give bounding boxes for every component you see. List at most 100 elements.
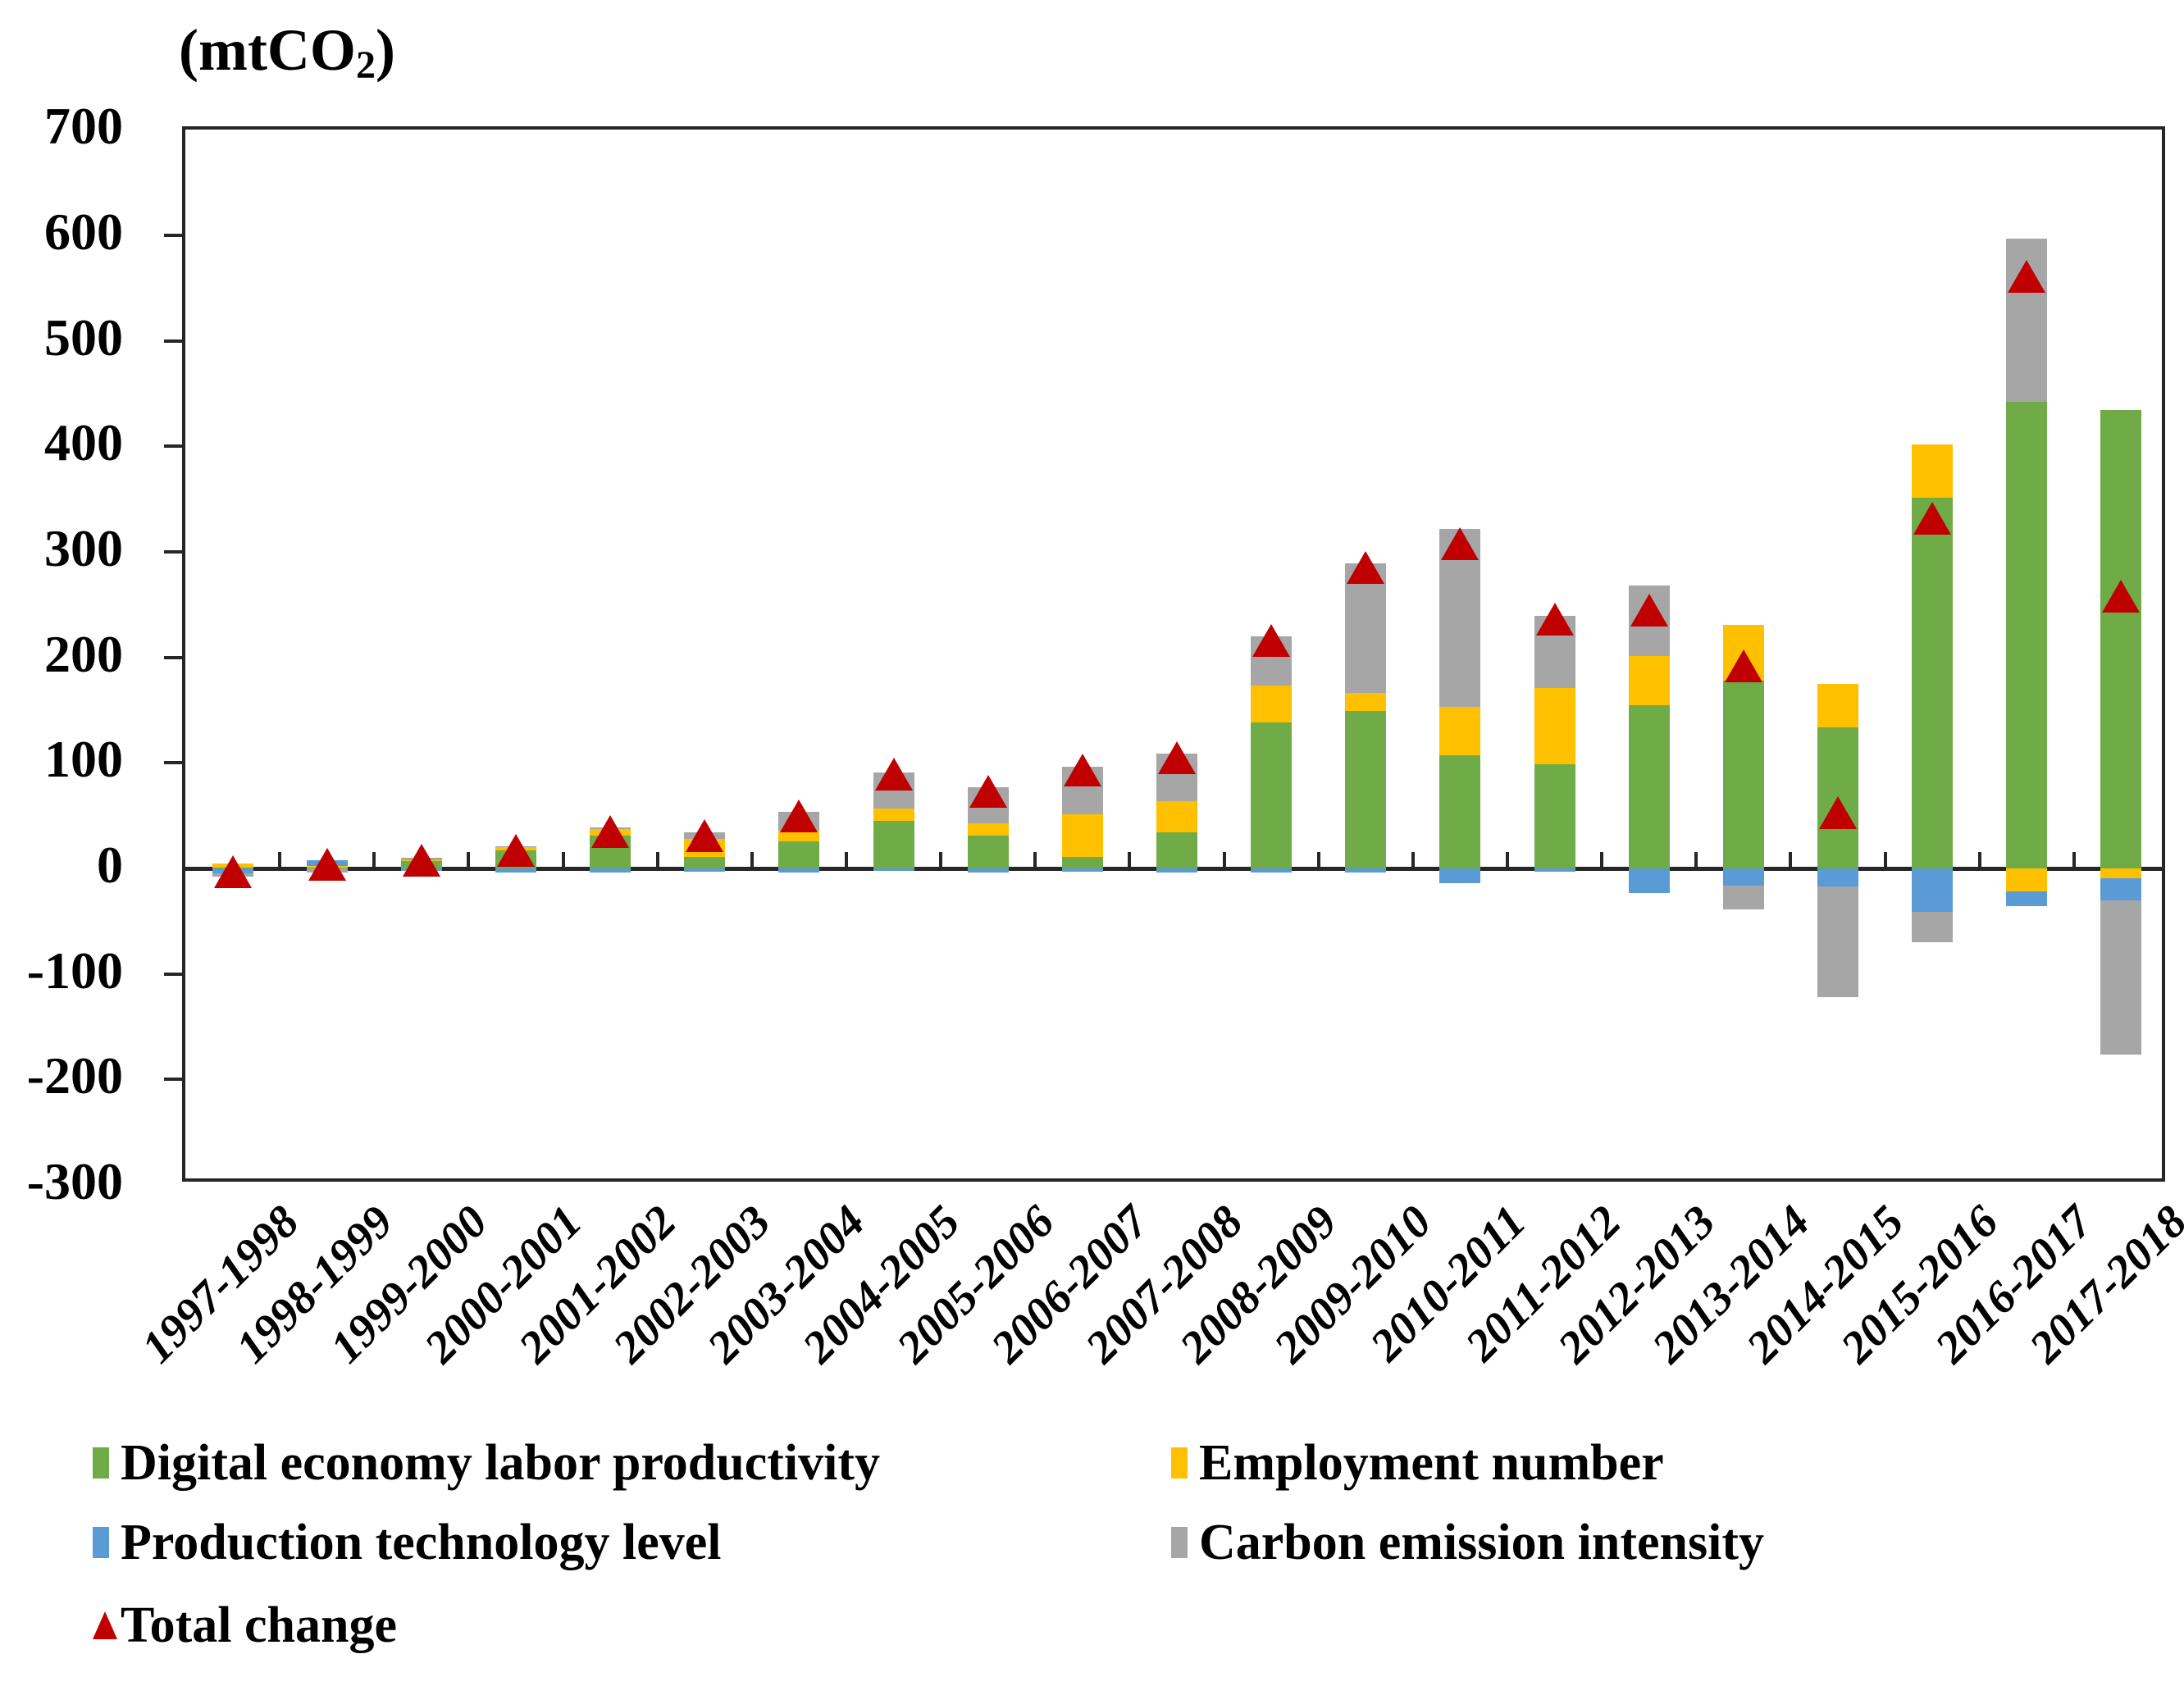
bar-segment-yellow	[1912, 444, 1954, 499]
y-axis-tick	[164, 761, 182, 765]
total-change-marker	[1063, 754, 1101, 787]
legend-swatch-2	[1171, 1447, 1188, 1479]
x-axis-tick	[750, 852, 754, 868]
bar-segment-blue	[2100, 877, 2142, 900]
legend-label-2: Employment number	[1199, 1435, 1664, 1491]
y-axis-tick	[164, 339, 182, 343]
total-change-marker	[686, 819, 724, 853]
bar-segment-blue	[1628, 868, 1670, 893]
bar-segment-yellow	[1534, 687, 1575, 764]
x-axis-tick	[1789, 852, 1793, 868]
bar-segment-blue	[1345, 868, 1387, 873]
total-change-marker	[2102, 579, 2141, 613]
x-axis-tick	[1033, 852, 1037, 868]
unit-title-subscript: 2	[355, 43, 376, 87]
bar-segment-blue	[1817, 868, 1858, 886]
y-axis-tick	[164, 444, 182, 449]
total-change-marker	[969, 775, 1007, 809]
bar-segment-blue	[2006, 891, 2048, 907]
total-change-marker	[1913, 501, 1952, 535]
bar-segment-blue	[1061, 868, 1103, 872]
total-change-marker	[1158, 740, 1196, 774]
y-axis-label: -100	[26, 941, 123, 1000]
bar-segment-green	[1156, 832, 1197, 868]
y-axis-label: 600	[44, 202, 123, 261]
y-axis-label: 500	[44, 308, 123, 367]
bar-segment-yellow	[1251, 686, 1293, 723]
x-axis-tick	[1600, 852, 1604, 868]
bar-segment-gray	[1345, 563, 1387, 694]
legend-label-3: Production technology level	[121, 1515, 722, 1570]
bar-segment-blue	[1534, 868, 1575, 872]
total-change-marker	[591, 814, 630, 848]
bar-segment-green	[1722, 680, 1764, 868]
legend-label-5: Total change	[121, 1597, 398, 1653]
bar-segment-yellow	[2006, 868, 2048, 892]
bar-segment-green	[778, 841, 820, 868]
bar-segment-blue	[1912, 868, 1954, 912]
bar-segment-blue	[967, 868, 1009, 873]
bar-segment-blue	[1722, 868, 1764, 886]
y-axis-label: 700	[44, 97, 123, 156]
x-axis-tick	[1128, 852, 1132, 868]
y-axis-label: -200	[26, 1046, 123, 1105]
legend-marker-triangle	[93, 1611, 117, 1639]
total-change-marker	[402, 843, 440, 877]
bar-segment-gray	[1912, 911, 1954, 943]
y-axis-unit-title: (mtCO2)	[179, 16, 395, 87]
bar-segment-yellow	[967, 822, 1009, 836]
y-axis-label: 400	[44, 413, 123, 472]
x-axis-tick	[1506, 852, 1509, 868]
bar-segment-yellow	[1345, 693, 1387, 712]
bar-segment-blue	[495, 868, 536, 873]
total-change-marker	[1441, 526, 1480, 560]
x-axis-tick	[372, 852, 376, 868]
bar-segment-green	[2100, 410, 2142, 868]
x-axis-tick	[561, 852, 565, 868]
bar-segment-green	[1912, 498, 1954, 868]
x-axis-tick	[1411, 852, 1415, 868]
bar-segment-gray	[2100, 900, 2142, 1055]
legend-label-1: Digital economy labor productivity	[121, 1435, 880, 1491]
x-axis-tick	[1316, 852, 1320, 868]
x-axis-tick	[939, 852, 943, 868]
y-axis-tick	[164, 972, 182, 976]
y-axis-tick	[164, 655, 182, 659]
unit-title-close: )	[375, 17, 395, 83]
x-axis-tick	[845, 852, 848, 868]
x-axis-tick	[467, 852, 471, 868]
y-axis-label: 300	[44, 518, 123, 577]
bar-segment-green	[1061, 856, 1103, 868]
bar-segment-gray	[1722, 885, 1764, 910]
legend-swatch-3	[93, 1527, 109, 1558]
bar-segment-green	[1439, 755, 1481, 868]
bar-segment-yellow	[2100, 868, 2142, 878]
unit-title-text: (mtCO	[179, 17, 356, 83]
bar-segment-blue	[684, 868, 726, 872]
total-change-marker	[497, 834, 535, 868]
total-change-marker	[1252, 624, 1291, 657]
y-axis-tick	[164, 549, 182, 554]
bar-segment-yellow	[1817, 683, 1858, 727]
bar-segment-green	[684, 856, 726, 868]
x-axis-tick	[2072, 852, 2076, 868]
bar-segment-yellow	[1061, 814, 1103, 857]
total-change-marker	[2008, 259, 2046, 293]
bar-segment-blue	[1251, 868, 1293, 873]
bar-segment-blue	[1439, 868, 1481, 884]
x-axis-tick	[1977, 852, 1981, 868]
plot-area	[164, 126, 2165, 1182]
y-axis-label: -300	[26, 1152, 123, 1211]
y-axis-tick	[164, 233, 182, 237]
x-axis-tick	[1222, 852, 1226, 868]
bar-segment-blue	[590, 868, 631, 873]
total-change-marker	[780, 799, 818, 832]
x-axis-tick	[655, 852, 659, 868]
bar-segment-blue	[873, 868, 914, 871]
total-change-marker	[874, 758, 913, 791]
y-axis-tick	[164, 1078, 182, 1082]
bar-segment-green	[1628, 704, 1670, 868]
total-change-marker	[1630, 593, 1668, 627]
